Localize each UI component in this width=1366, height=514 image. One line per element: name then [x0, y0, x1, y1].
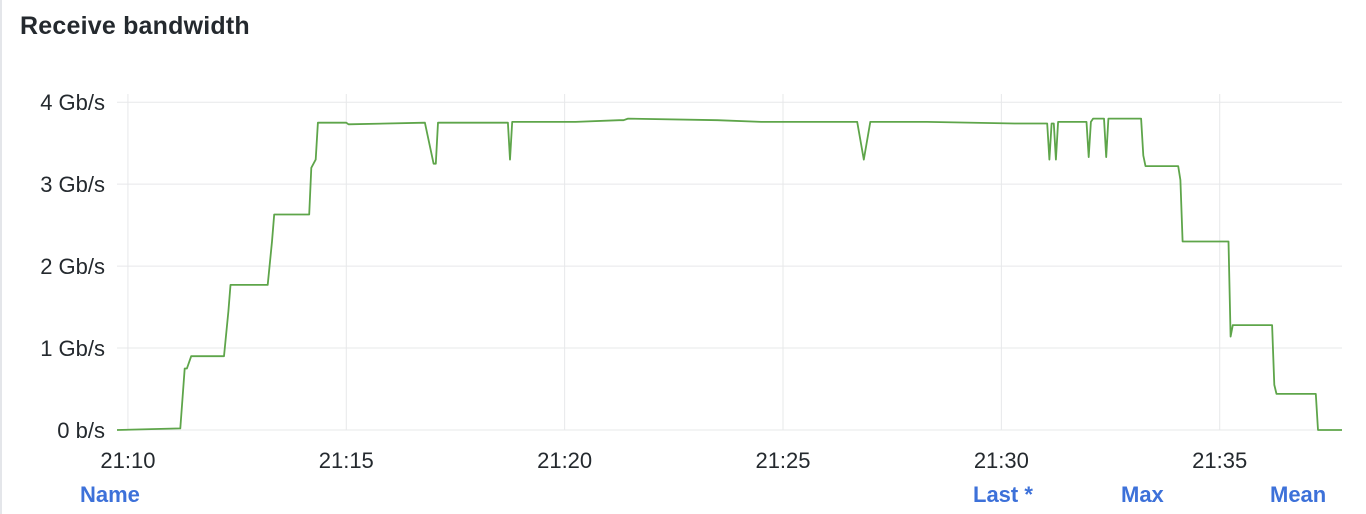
x-axis-ticks: 21:10 21:15 21:20 21:25 21:30 21:35	[100, 448, 1247, 473]
legend-header-max[interactable]: Max	[1121, 482, 1164, 507]
y-tick-label: 2 Gb/s	[40, 254, 105, 279]
y-tick-label: 3 Gb/s	[40, 172, 105, 197]
x-tick-label: 21:10	[100, 448, 155, 473]
legend-header-name[interactable]: Name	[80, 482, 140, 507]
y-tick-label: 4 Gb/s	[40, 90, 105, 115]
series-layer	[116, 117, 1342, 431]
series-line[interactable]	[116, 117, 1342, 431]
panel-title[interactable]: Receive bandwidth	[20, 12, 250, 40]
y-tick-label: 0 b/s	[57, 418, 105, 443]
x-tick-label: 21:25	[755, 448, 810, 473]
grid-layer	[117, 94, 1342, 431]
x-tick-label: 21:20	[537, 448, 592, 473]
legend-header-last[interactable]: Last *	[973, 482, 1033, 507]
y-tick-label: 1 Gb/s	[40, 336, 105, 361]
x-tick-label: 21:30	[974, 448, 1029, 473]
legend-header-mean[interactable]: Mean	[1270, 482, 1327, 507]
x-tick-label: 21:35	[1192, 448, 1247, 473]
x-tick-label: 21:15	[319, 448, 374, 473]
y-axis-ticks: 0 b/s 1 Gb/s 2 Gb/s 3 Gb/s 4 Gb/s	[40, 90, 105, 443]
